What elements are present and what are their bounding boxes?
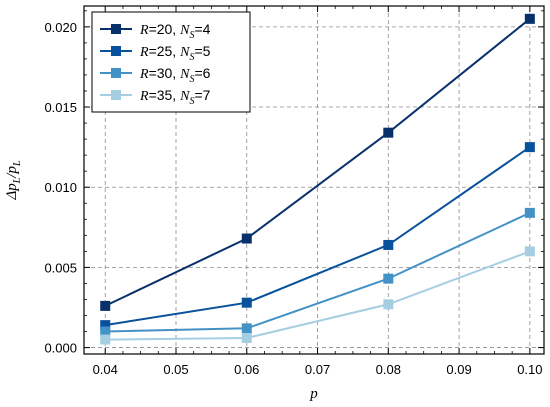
data-point [383,239,394,250]
legend-label-r-value: =30, [149,65,181,81]
y-axis-label-sub2: L [12,160,23,167]
legend-marker [111,24,121,34]
x-tick-label: 0.09 [446,362,471,377]
legend-label-n-value: =4 [194,21,210,37]
data-point [524,142,535,153]
legend-label: R=35, NS=7 [139,87,211,107]
legend-label-r-value: =25, [149,43,181,59]
y-tick-label: 0.010 [44,180,77,195]
legend-label-n: N [179,89,190,104]
legend-label-r: R [139,67,149,82]
legend-label-n-sub: S [189,74,194,85]
data-point [524,246,535,257]
y-tick-label: 0.000 [44,341,77,356]
legend-label-r: R [139,23,149,38]
y-tick-label: 0.005 [44,260,77,275]
legend-label-r-value: =20, [149,21,181,37]
y-tick-label: 0.015 [44,100,77,115]
series-line [105,146,531,327]
x-tick-label: 0.10 [517,362,542,377]
x-tick-label: 0.04 [93,362,118,377]
x-tick-label: 0.07 [305,362,330,377]
data-point [241,233,252,244]
legend-label-n-value: =6 [194,65,210,81]
series-line [104,18,531,307]
data-point [241,297,252,308]
series-line [105,250,531,341]
data-point [241,332,252,343]
legend-label-n-sub: S [189,52,194,63]
data-point [100,320,111,331]
data-point [524,207,535,218]
x-tick-label: 0.05 [163,362,188,377]
legend-label-n: N [179,67,190,82]
data-point [524,13,535,24]
data-point [100,334,111,345]
x-tick-label: 0.08 [376,362,401,377]
series-line [105,211,531,333]
ticks: 0.04 0.05 0.06 0.07 0.08 0.09 0.10 0.000 0.005 0.… [44,6,544,377]
legend-label-n: N [179,45,190,60]
legend-marker [111,46,121,56]
legend-label-n-value: =5 [194,43,210,59]
x-tick-label: 0.06 [234,362,259,377]
legend-label: R=30, NS=6 [139,65,211,85]
legend: R=20, NS=4R=25, NS=5R=30, NS=6R=35, NS=7 [91,11,251,113]
series-group [100,13,535,345]
y-axis-label-sub1: L [12,177,23,184]
legend-marker [111,90,121,100]
data-point [383,299,394,310]
legend-label-n-sub: S [189,30,194,41]
data-point [100,326,111,337]
legend-label-r: R [139,89,149,104]
legend-marker [111,68,121,78]
legend-label-r: R [139,45,149,60]
y-axis-label-mid: /p [4,166,20,179]
legend-label: R=25, NS=5 [139,43,211,63]
y-axis-label-base: Δp [4,183,20,201]
data-point [100,300,111,311]
legend-label-n-value: =7 [194,87,210,103]
y-axis-label: ΔpL/pL [4,160,23,201]
legend-label-n-sub: S [189,96,194,107]
legend-label-n: N [179,23,190,38]
y-tick-label: 0.020 [44,20,77,35]
data-point [383,273,394,284]
plot-frame [83,5,545,355]
data-point [383,127,394,138]
legend-label: R=20, NS=4 [139,21,211,41]
data-point [241,323,252,334]
legend-label-r-value: =35, [149,87,181,103]
x-axis-label: p [309,386,318,402]
